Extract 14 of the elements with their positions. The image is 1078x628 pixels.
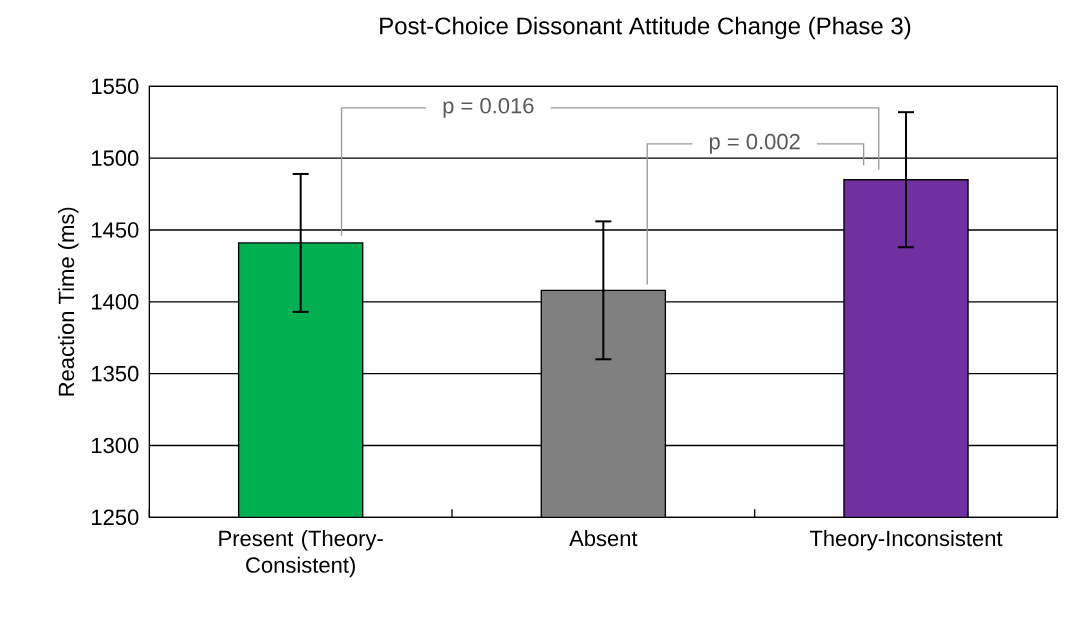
annotation: p = 0.002 (709, 133, 800, 154)
x-tick-label: Present (Theory-Consistent) (219, 530, 383, 578)
x-tick-label: Theory-Inconsistent (809, 530, 1003, 551)
y-tick-label: 1450 (92, 222, 139, 238)
y-tick-label: 1300 (92, 437, 139, 454)
y-tick-label: 1250 (92, 509, 139, 526)
y-tick-label: 1400 (92, 294, 139, 310)
y-axis-title: Reaction Time (ms) (58, 207, 79, 396)
y-tick-label: 1500 (92, 150, 139, 166)
chart-title: Post-Choice Dissonant Attitude Change (Phase 3) (380, 16, 911, 40)
y-tick-label: 1550 (92, 78, 139, 95)
y-tick-label: 1350 (92, 365, 139, 382)
x-tick-label: Absent (569, 530, 638, 547)
annotation: p = 0.016 (443, 97, 534, 118)
